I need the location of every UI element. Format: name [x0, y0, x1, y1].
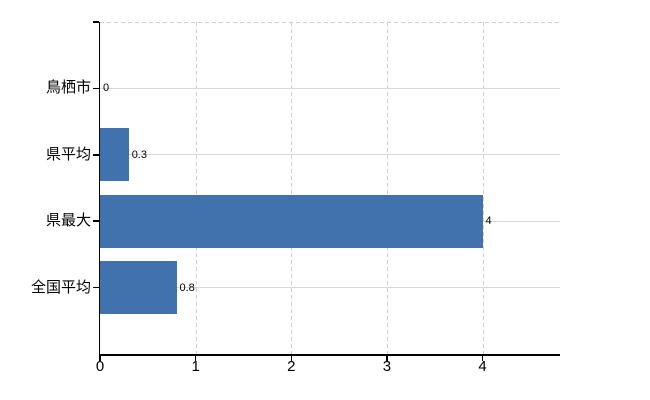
- y-gridline: [100, 287, 560, 289]
- bar[interactable]: [100, 128, 129, 182]
- plot-top-border: [100, 22, 560, 23]
- x-axis-tick: [386, 355, 388, 361]
- category-label: 全国平均: [30, 278, 91, 296]
- y-axis-tick: [92, 87, 99, 90]
- category-label: 鳥栖市: [45, 79, 91, 97]
- y-axis-line: [98, 22, 100, 354]
- category-label: 県最大: [45, 212, 91, 230]
- x-axis-tick: [481, 355, 484, 361]
- x-gridline: [386, 22, 388, 354]
- x-tick-label: 1: [191, 358, 200, 375]
- y-axis-tick: [92, 21, 99, 23]
- bar-value-label: 0.3: [131, 148, 147, 161]
- y-axis-tick: [92, 286, 99, 289]
- x-axis-tick: [194, 355, 197, 361]
- category-label: 県平均: [45, 145, 91, 163]
- x-axis-line: [98, 354, 560, 356]
- bar[interactable]: [100, 261, 177, 315]
- x-gridline: [195, 22, 197, 354]
- x-tick-label: 3: [382, 358, 392, 375]
- x-axis-tick: [290, 355, 293, 361]
- bar-value-label: 0.8: [179, 281, 195, 294]
- x-tick-label: 2: [287, 358, 296, 375]
- x-gridline: [482, 22, 484, 354]
- bar[interactable]: [100, 194, 483, 248]
- x-axis-tick: [99, 355, 101, 361]
- x-gridline: [291, 22, 293, 354]
- bar-value-label: 4: [485, 215, 492, 228]
- y-gridline: [100, 154, 560, 156]
- x-tick-label: 4: [478, 358, 487, 375]
- y-axis-tick: [92, 220, 99, 222]
- y-gridline: [100, 87, 560, 89]
- bar-value-label: 0: [103, 82, 110, 95]
- y-axis-tick: [92, 154, 99, 156]
- x-tick-label: 0: [95, 358, 105, 375]
